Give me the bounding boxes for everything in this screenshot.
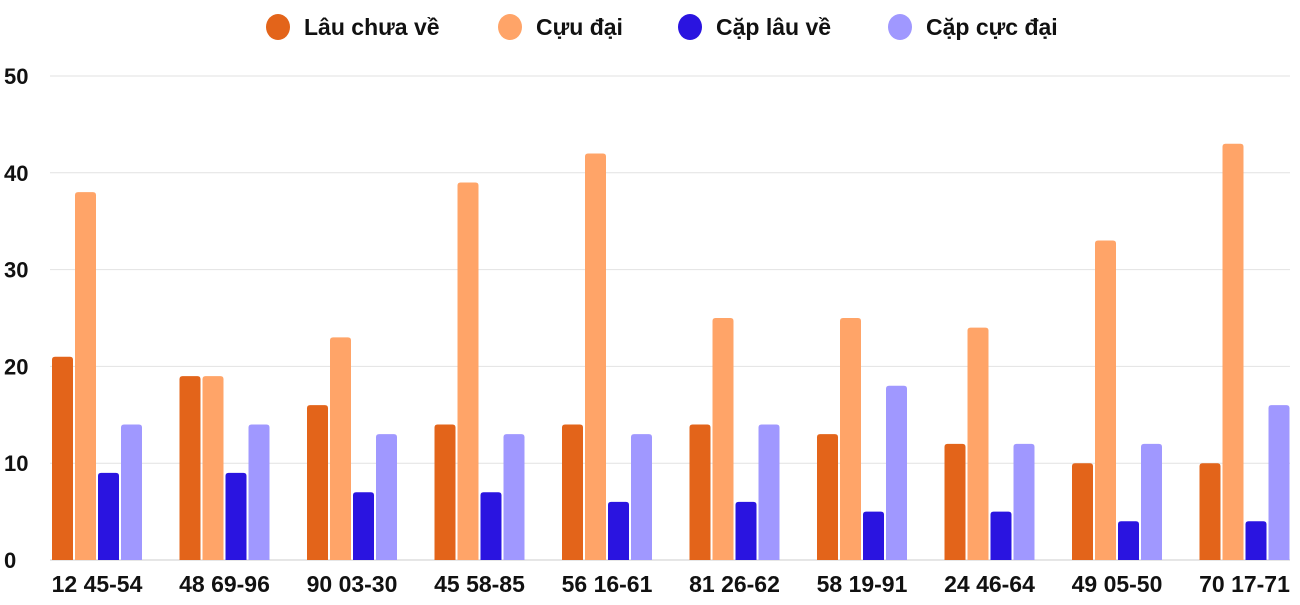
bar <box>75 192 96 560</box>
bar <box>1118 521 1139 560</box>
y-tick-label: 0 <box>4 548 16 573</box>
x-tick-label: 58 19-91 <box>817 571 908 597</box>
y-tick-label: 10 <box>4 451 28 476</box>
bar <box>1072 463 1093 560</box>
bar <box>353 492 374 560</box>
bar <box>376 434 397 560</box>
legend-marker <box>888 14 912 40</box>
bar <box>840 318 861 560</box>
bar <box>225 472 247 560</box>
x-tick-label: 24 46-64 <box>944 571 1035 597</box>
bar <box>307 405 328 560</box>
bar <box>886 385 907 560</box>
x-tick-label: 49 05-50 <box>1072 571 1163 597</box>
bar <box>1013 443 1035 560</box>
x-tick-label: 56 16-61 <box>562 571 653 597</box>
bar <box>758 424 780 560</box>
bar <box>1245 521 1267 560</box>
bar <box>863 511 884 560</box>
x-tick-label: 81 26-62 <box>689 571 780 597</box>
bar <box>330 337 351 560</box>
bar <box>457 182 479 561</box>
legend-label: Cặp lâu về <box>716 14 831 40</box>
y-tick-label: 40 <box>4 161 28 186</box>
bar <box>631 434 652 560</box>
bar <box>248 424 270 560</box>
bar <box>480 492 502 560</box>
bar <box>735 501 757 560</box>
bar <box>1141 443 1162 560</box>
bar <box>562 424 583 560</box>
bar <box>817 434 838 560</box>
bar <box>179 376 201 560</box>
bar <box>202 376 224 560</box>
bar <box>990 511 1012 560</box>
bar <box>503 434 525 560</box>
bar <box>121 424 142 560</box>
bar <box>1268 405 1290 560</box>
x-tick-label: 12 45-54 <box>52 571 143 597</box>
legend-label: Cựu đại <box>536 14 623 40</box>
bar <box>944 443 966 560</box>
y-tick-label: 50 <box>4 64 28 89</box>
x-tick-label: 48 69-96 <box>179 571 270 597</box>
bar <box>98 472 119 560</box>
bar <box>712 318 734 560</box>
legend-label: Lâu chưa về <box>304 14 440 40</box>
y-tick-label: 30 <box>4 258 28 283</box>
x-tick-label: 45 58-85 <box>434 571 525 597</box>
bar <box>585 153 606 560</box>
bar <box>434 424 456 560</box>
bar <box>1222 143 1244 560</box>
legend-marker <box>678 14 702 40</box>
legend-marker <box>266 14 290 40</box>
bar <box>52 356 73 560</box>
x-tick-label: 70 17-71 <box>1199 571 1290 597</box>
bar <box>1199 463 1221 560</box>
bar <box>608 501 629 560</box>
legend-label: Cặp cực đại <box>926 14 1058 40</box>
bar <box>1095 240 1116 560</box>
legend-marker <box>498 14 522 40</box>
x-tick-label: 90 03-30 <box>307 571 398 597</box>
y-tick-label: 20 <box>4 354 28 379</box>
bar <box>967 327 989 560</box>
bar <box>689 424 711 560</box>
